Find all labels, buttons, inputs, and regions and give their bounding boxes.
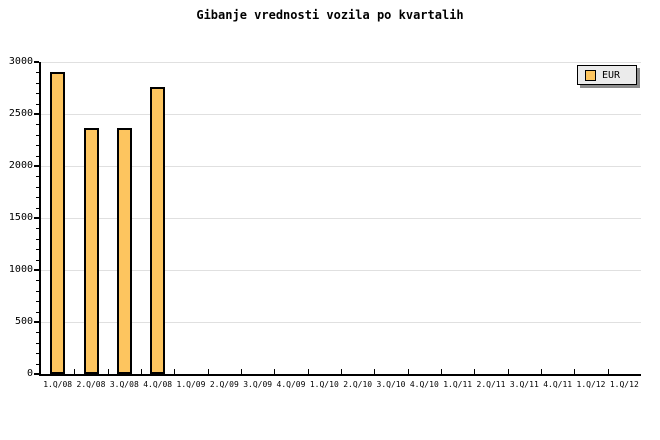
x-tick — [174, 369, 175, 374]
y-tick-label: 3000 — [8, 56, 33, 67]
x-tick-label: 4.Q/10 — [409, 380, 439, 389]
x-tick — [241, 369, 242, 374]
bar-2.Q/08 — [84, 128, 99, 374]
x-tick-label: 2.Q/11 — [476, 380, 506, 389]
x-axis-labels: 1.Q/08 2.Q/08 3.Q/08 4.Q/08 1.Q/09 2.Q/09 3.Q/… — [41, 380, 641, 392]
x-tick-label: 3.Q/08 — [109, 380, 139, 389]
y-tick-label: 1500 — [8, 212, 33, 223]
legend: EUR — [577, 65, 637, 85]
chart-title: Gibanje vrednosti vozila po kvartalih — [196, 8, 464, 22]
y-tick-label: 2500 — [8, 108, 33, 119]
y-tick-label: 2000 — [8, 160, 33, 171]
x-tick — [308, 369, 309, 374]
x-tick — [541, 369, 542, 374]
gridline-2000 — [41, 166, 641, 167]
x-tick-label: 4.Q/08 — [143, 380, 173, 389]
x-tick-label: 3.Q/09 — [243, 380, 273, 389]
x-tick-label: 2.Q/09 — [209, 380, 239, 389]
x-tick — [474, 369, 475, 374]
x-tick-label: 1.Q/09 — [176, 380, 206, 389]
plot-area — [39, 62, 641, 376]
gridline-1000 — [41, 270, 641, 271]
x-tick — [108, 369, 109, 374]
x-tick — [74, 369, 75, 374]
y-tick-label: 1000 — [8, 264, 33, 275]
bar-3.Q/08 — [117, 128, 132, 374]
x-tick-label: 2.Q/08 — [76, 380, 106, 389]
x-tick-label: 4.Q/11 — [543, 380, 573, 389]
x-tick — [208, 369, 209, 374]
x-tick — [574, 369, 575, 374]
y-tick-label: 500 — [14, 316, 33, 327]
legend-label: EUR — [602, 69, 621, 81]
x-tick — [508, 369, 509, 374]
x-tick — [141, 369, 142, 374]
bar-4.Q/08 — [150, 87, 165, 374]
x-tick — [374, 369, 375, 374]
x-tick — [608, 369, 609, 374]
x-tick-label: 1.Q/08 — [43, 380, 73, 389]
y-tick-label: 0 — [26, 368, 33, 379]
x-tick — [341, 369, 342, 374]
x-tick-label: 1.Q/12 — [576, 380, 606, 389]
gridline-2500 — [41, 114, 641, 115]
x-tick-label: 4.Q/09 — [276, 380, 306, 389]
x-tick-label: 1.Q/10 — [309, 380, 339, 389]
x-tick — [274, 369, 275, 374]
x-tick — [441, 369, 442, 374]
gridline-1500 — [41, 218, 641, 219]
x-tick-label: 3.Q/10 — [376, 380, 406, 389]
legend-swatch-icon — [585, 69, 596, 81]
x-tick-label: 1.Q/12 — [609, 380, 639, 389]
x-tick-label: 3.Q/11 — [509, 380, 539, 389]
x-tick — [408, 369, 409, 374]
gridline-3000 — [41, 62, 641, 63]
x-tick-label: 1.Q/11 — [443, 380, 473, 389]
x-tick-label: 2.Q/10 — [343, 380, 373, 389]
gridline-500 — [41, 322, 641, 323]
bar-1.Q/08 — [50, 72, 65, 374]
